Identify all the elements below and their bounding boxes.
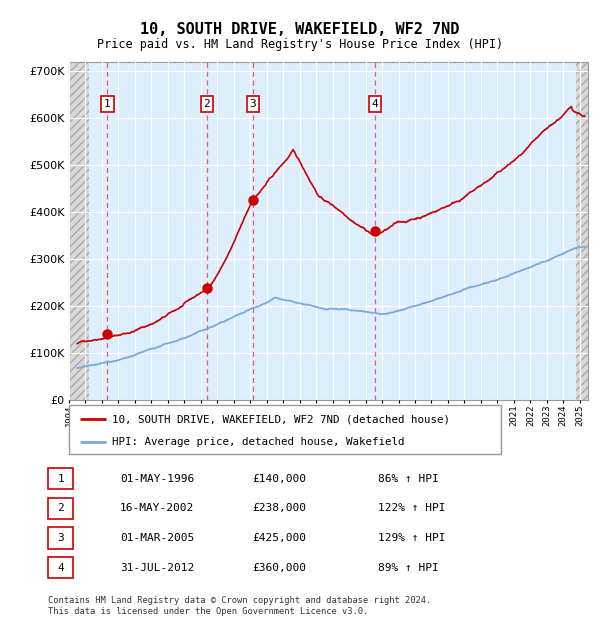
Text: 1: 1 — [104, 99, 111, 109]
Text: 3: 3 — [250, 99, 256, 109]
Text: £425,000: £425,000 — [252, 533, 306, 543]
Text: 2: 2 — [203, 99, 210, 109]
Bar — [577, 62, 588, 400]
Text: Contains HM Land Registry data © Crown copyright and database right 2024.
This d: Contains HM Land Registry data © Crown c… — [48, 596, 431, 616]
Text: 4: 4 — [372, 99, 379, 109]
Text: £140,000: £140,000 — [252, 474, 306, 484]
Text: 86% ↑ HPI: 86% ↑ HPI — [378, 474, 439, 484]
Text: 1: 1 — [57, 474, 64, 484]
Text: 122% ↑ HPI: 122% ↑ HPI — [378, 503, 445, 513]
Text: 2: 2 — [57, 503, 64, 513]
Text: HPI: Average price, detached house, Wakefield: HPI: Average price, detached house, Wake… — [112, 436, 404, 447]
Bar — [69, 62, 89, 400]
Text: 3: 3 — [57, 533, 64, 543]
Text: 16-MAY-2002: 16-MAY-2002 — [120, 503, 194, 513]
Text: 89% ↑ HPI: 89% ↑ HPI — [378, 563, 439, 573]
Text: 01-MAR-2005: 01-MAR-2005 — [120, 533, 194, 543]
Text: 10, SOUTH DRIVE, WAKEFIELD, WF2 7ND (detached house): 10, SOUTH DRIVE, WAKEFIELD, WF2 7ND (det… — [112, 414, 450, 424]
Text: 31-JUL-2012: 31-JUL-2012 — [120, 563, 194, 573]
Text: £238,000: £238,000 — [252, 503, 306, 513]
Text: 4: 4 — [57, 563, 64, 573]
Text: 129% ↑ HPI: 129% ↑ HPI — [378, 533, 445, 543]
Text: 10, SOUTH DRIVE, WAKEFIELD, WF2 7ND: 10, SOUTH DRIVE, WAKEFIELD, WF2 7ND — [140, 22, 460, 37]
Text: 01-MAY-1996: 01-MAY-1996 — [120, 474, 194, 484]
FancyBboxPatch shape — [69, 405, 501, 454]
Text: £360,000: £360,000 — [252, 563, 306, 573]
Text: Price paid vs. HM Land Registry's House Price Index (HPI): Price paid vs. HM Land Registry's House … — [97, 38, 503, 51]
